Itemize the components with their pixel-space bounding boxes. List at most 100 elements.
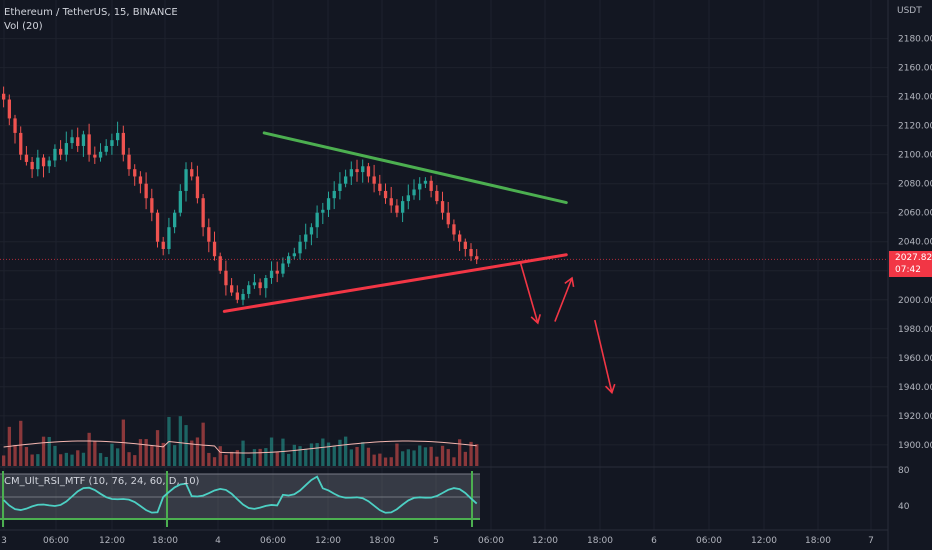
- volume-bar: [412, 450, 416, 466]
- candle-body: [401, 201, 405, 213]
- candle-body: [469, 248, 473, 257]
- support-trendline[interactable]: [222, 253, 568, 313]
- volume-bar: [458, 439, 462, 466]
- arrow-down[interactable]: [519, 263, 539, 324]
- candle-body: [440, 201, 445, 213]
- volume-bar: [315, 443, 319, 466]
- candle-body: [389, 198, 393, 206]
- candle-body: [36, 157, 40, 170]
- volume-bar: [429, 446, 433, 466]
- candle-body: [458, 234, 462, 242]
- symbol-legend[interactable]: Ethereum / TetherUS, 15, BINANCE: [4, 7, 178, 18]
- candle-body: [64, 143, 68, 155]
- candle-body: [423, 180, 428, 184]
- x-tick-label: 7: [868, 536, 874, 546]
- volume-bar: [332, 446, 336, 466]
- x-tick-label: 4: [215, 536, 221, 546]
- candle-body: [110, 140, 114, 146]
- time-axis[interactable]: 3 06:00 12:00 18:00 4 06:00 12:00 18:00 5 06:00 12…: [0, 529, 888, 546]
- candle-body: [366, 166, 371, 177]
- candle-body: [395, 205, 399, 213]
- candle-body: [167, 227, 171, 249]
- candle-body: [332, 190, 336, 199]
- volume-bar: [383, 457, 388, 466]
- volume-bar: [338, 439, 342, 466]
- candle-body: [298, 241, 302, 254]
- arrow-down[interactable]: [594, 319, 613, 393]
- last-price-tag: 2027.82 07:42: [889, 251, 932, 277]
- candle-body: [412, 189, 416, 196]
- volume-bar: [127, 452, 131, 466]
- y-tick-label: 1940.00: [898, 383, 932, 393]
- candle-body: [361, 166, 365, 173]
- candle-body: [59, 148, 63, 155]
- volume-bar: [98, 453, 103, 466]
- candle-body: [372, 176, 376, 184]
- resistance-trendline[interactable]: [262, 131, 568, 205]
- candle-body: [93, 154, 97, 158]
- candle-body: [475, 256, 479, 260]
- volume-bar: [224, 454, 228, 466]
- volume-bar: [184, 425, 188, 466]
- volume-bar: [349, 449, 353, 466]
- candle-body: [452, 224, 456, 235]
- volume-bar: [19, 420, 23, 466]
- candle-body: [2, 93, 6, 100]
- volume-bar: [70, 454, 74, 466]
- volume-bar: [298, 446, 302, 466]
- candle-body: [321, 209, 325, 213]
- arrow-up[interactable]: [554, 277, 573, 322]
- candle-body: [349, 169, 353, 177]
- bar-countdown: 07:42: [895, 265, 921, 275]
- volume-bar: [150, 445, 154, 466]
- volume-bar: [41, 436, 46, 466]
- volume-bar: [292, 444, 296, 466]
- volume-bar: [378, 453, 382, 466]
- candle-body: [304, 234, 308, 242]
- y-tick-label: 2060.00: [898, 209, 932, 219]
- candle-body: [87, 134, 91, 155]
- price-axis[interactable]: 2180.00 2160.00 2140.00 2120.00 2100.00 2080.…: [887, 0, 932, 550]
- drawing-annotations[interactable]: [222, 131, 616, 395]
- x-tick-label: 18:00: [369, 536, 395, 546]
- volume-bar: [401, 451, 405, 466]
- x-tick-label: 06:00: [696, 536, 722, 546]
- volume-bar: [195, 437, 200, 466]
- volume-bar: [201, 422, 205, 466]
- candle-body: [155, 212, 160, 242]
- volume-legend[interactable]: Vol (20): [4, 21, 43, 32]
- volume-bar: [155, 430, 160, 466]
- volume-bar: [47, 436, 51, 466]
- volume-bar: [406, 449, 410, 466]
- candle-body: [30, 161, 34, 170]
- x-tick-label: 3: [1, 536, 7, 546]
- volume-bar: [24, 447, 29, 466]
- volume-bar: [252, 449, 257, 466]
- candle-body: [378, 183, 382, 191]
- candle-body: [281, 263, 285, 274]
- rsi-legend[interactable]: CM_Ult_RSI_MTF (10, 76, 24, 60, D, 10): [4, 476, 200, 487]
- volume-bar: [30, 454, 34, 466]
- candle-body: [161, 241, 165, 249]
- volume-bar: [435, 456, 439, 466]
- volume-bar: [138, 439, 143, 466]
- candle-body: [224, 270, 228, 286]
- x-tick-label: 5: [433, 536, 439, 546]
- candle-body: [326, 198, 331, 210]
- y-tick-label: 1960.00: [898, 354, 932, 364]
- arrow-head: [530, 314, 541, 325]
- candle-body: [47, 160, 51, 167]
- volume-bar: [212, 457, 217, 466]
- y-tick-label: 1980.00: [898, 325, 932, 335]
- candle-body: [133, 169, 137, 177]
- candle-body: [116, 132, 120, 141]
- candle-body: [41, 157, 46, 167]
- volume-bar: [13, 445, 17, 466]
- y-tick-label: 2120.00: [898, 122, 932, 132]
- candle-body: [138, 176, 143, 184]
- x-tick-label: 12:00: [532, 536, 558, 546]
- rsi-indicator: 80 40: [0, 466, 910, 527]
- volume-bar: [81, 452, 86, 466]
- volume-bar: [463, 451, 467, 466]
